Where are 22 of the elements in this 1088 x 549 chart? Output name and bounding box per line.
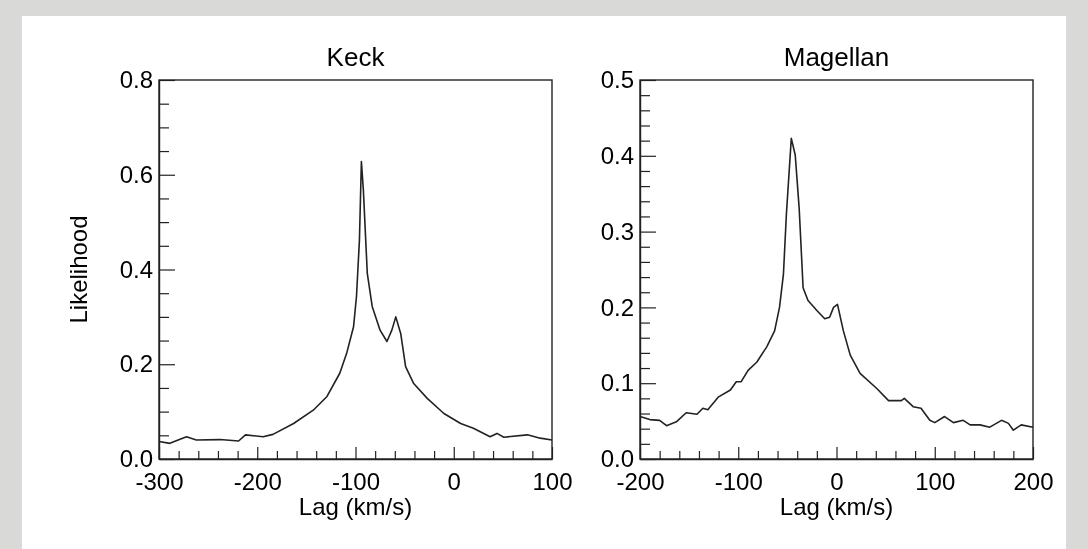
chart-title: Keck [326, 42, 386, 72]
y-tick-label: 0.6 [119, 160, 153, 188]
y-tick-label: 0.5 [600, 66, 634, 94]
x-tick-label: 100 [532, 468, 573, 496]
y-tick-label: 0.2 [600, 293, 634, 321]
x-tick-label: 100 [915, 468, 956, 496]
chart-title: Magellan [783, 42, 890, 72]
y-tick-label: 0.3 [600, 217, 634, 245]
x-axis-title: Lag (km/s) [298, 493, 413, 520]
x-tick-label: -200 [233, 468, 282, 496]
x-tick-label: 0 [830, 468, 844, 496]
y-axis-title: Likelihood [65, 215, 92, 324]
y-tick-label: 0.4 [600, 141, 634, 169]
x-axis-title: Lag (km/s) [779, 493, 894, 520]
x-tick-label: 200 [1013, 468, 1054, 496]
y-tick-label: 0.2 [119, 350, 153, 378]
y-tick-label: 0.4 [119, 255, 153, 283]
x-tick-label: -100 [714, 468, 763, 496]
y-tick-label: 0.1 [600, 369, 634, 397]
x-tick-label: 0 [447, 468, 461, 496]
y-tick-label: 0.8 [119, 66, 153, 94]
x-tick-label: -100 [331, 468, 381, 496]
